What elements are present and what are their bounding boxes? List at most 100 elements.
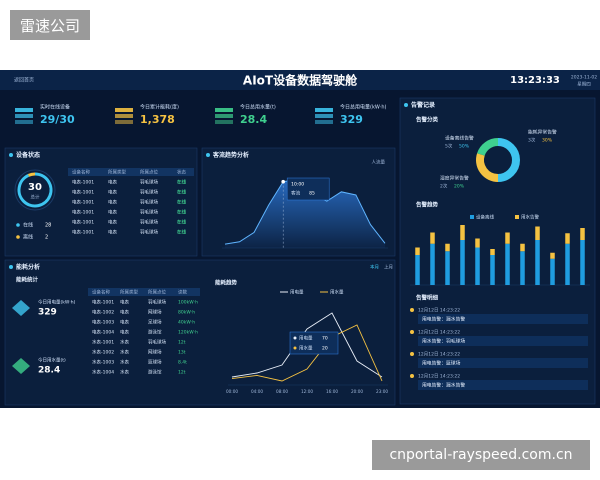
legend-value: 2	[45, 235, 48, 241]
bar	[535, 226, 540, 240]
table-cell: 电表-1001	[72, 209, 94, 216]
kpi-value: 28.4	[240, 113, 267, 126]
table-cell: 足球场	[148, 319, 162, 326]
status-cell: 在线	[177, 179, 186, 186]
table-cell: 网球场	[148, 309, 162, 316]
table-cell: 电表	[108, 189, 117, 196]
table-cell: 80kW·h	[178, 310, 195, 316]
category-name: 能耗异常告警	[528, 129, 557, 136]
alarm-box	[418, 358, 588, 368]
table-cell: 水表-1003	[92, 359, 114, 366]
bar	[580, 228, 585, 240]
section-title: 告警明细	[416, 294, 439, 302]
tooltip-label: 用电量	[299, 335, 313, 342]
kpi-icon	[215, 108, 233, 112]
panel-title: 能耗趋势	[215, 279, 238, 287]
bar	[445, 243, 450, 252]
table-header-cell: 所属点位	[148, 289, 166, 296]
category-share: 30%	[542, 138, 553, 144]
donut-ring	[14, 169, 56, 211]
table-cell: 电表	[120, 319, 129, 326]
tooltip-label: 用水量	[299, 345, 313, 352]
kpi-value: 29/30	[40, 113, 75, 126]
table-cell: 120kW·h	[178, 330, 198, 336]
timeline-dot	[410, 308, 414, 312]
table-cell: 在线	[177, 179, 186, 186]
status-cell: 在线	[177, 229, 186, 236]
x-tick-label: 16:00	[326, 389, 338, 394]
energy-line	[231, 312, 383, 378]
tooltip-time: 10:00	[291, 182, 304, 188]
legend-swatch	[515, 215, 519, 219]
bar	[475, 238, 480, 248]
table-header-cell: 状态	[177, 169, 186, 176]
stat-icon	[12, 300, 30, 316]
donut-segment	[17, 172, 53, 208]
table-cell: 电表-1001	[72, 219, 94, 226]
alarm-time: 12月12日 14:23:22	[418, 374, 460, 380]
kpi-icon	[315, 108, 333, 112]
x-tick-label: 08:00	[276, 389, 288, 394]
bar	[430, 243, 435, 285]
table-cell: 电表-1002	[92, 309, 114, 316]
table-header-cell: 所属类型	[108, 169, 126, 176]
table-cell: 在线	[177, 219, 186, 226]
panel-dot	[9, 153, 13, 157]
status-cell: 在线	[177, 199, 186, 206]
table-cell: 羽毛球场	[148, 339, 166, 346]
bar	[520, 243, 525, 252]
x-tick-label: 20:00	[351, 389, 363, 394]
bar	[550, 258, 555, 285]
table-header-cell: 所属类型	[120, 289, 138, 296]
panel	[4, 147, 198, 257]
tab[interactable]: 上月	[384, 264, 393, 271]
kpi-icon	[315, 114, 333, 118]
bar	[520, 251, 525, 285]
table-cell: 13t	[178, 350, 186, 356]
table-cell: 电表-1004	[92, 329, 114, 336]
kpi-icon	[215, 114, 233, 118]
back-link[interactable]: 返回首页	[14, 77, 34, 84]
tooltip-value: 20	[322, 346, 328, 352]
alarm-time: 12月12日 14:23:22	[418, 330, 460, 336]
table-cell: 12t	[178, 370, 186, 376]
alarm-box	[418, 380, 588, 390]
table-cell: 电表	[108, 219, 117, 226]
panel-dot	[9, 265, 13, 269]
stat-value: 329	[38, 308, 57, 318]
panel-title: 能耗分析	[16, 263, 40, 271]
legend-swatch	[470, 215, 474, 219]
tooltip-label: 客流	[291, 190, 300, 197]
table-cell: 羽毛球场	[140, 189, 158, 196]
category-share: 20%	[454, 184, 465, 190]
donut-segment	[497, 138, 520, 182]
table-cell: 12t	[178, 340, 186, 346]
panel-title: 设备状态	[16, 151, 40, 159]
table-cell: 水表-1001	[92, 339, 114, 346]
legend-name: 离线	[23, 234, 33, 241]
weekday: 星期四	[577, 82, 591, 88]
category-count: 5次	[445, 143, 453, 150]
kpi-label: 今日累计能耗(度)	[140, 104, 179, 111]
table-cell: 在线	[177, 199, 186, 206]
table-cell: 电表-1001	[72, 199, 94, 206]
page-title: AIoT设备数据驾驶舱	[243, 73, 358, 88]
bar	[475, 247, 480, 285]
table-header-cell: 读数	[178, 289, 187, 296]
alarm-box	[418, 336, 588, 346]
tooltip-value: 70	[322, 336, 328, 342]
table-cell: 电表-1001	[72, 229, 94, 236]
table-cell: 电表-1003	[92, 319, 114, 326]
bar	[460, 240, 465, 285]
kpi-icon	[115, 108, 133, 112]
table-cell: 电表	[108, 199, 117, 206]
bar	[460, 225, 465, 240]
kpi-icon	[215, 120, 233, 124]
table-cell: 40kW·h	[178, 320, 195, 326]
stat-value: 28.4	[38, 366, 60, 376]
stat-label: 今日用水量(t)	[38, 357, 66, 364]
timeline-dot	[410, 330, 414, 334]
table-cell: 电表	[120, 299, 129, 306]
tab[interactable]: 本月	[370, 264, 379, 271]
